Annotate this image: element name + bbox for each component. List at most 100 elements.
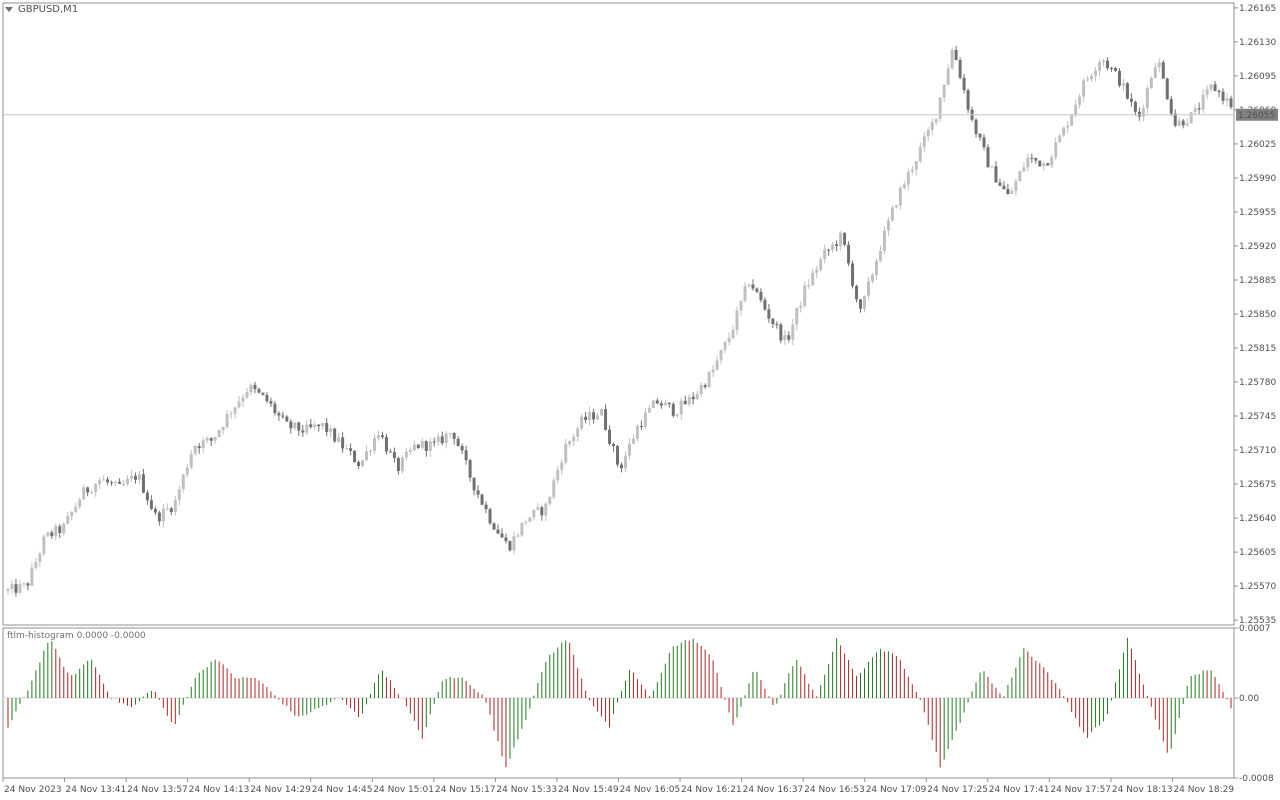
chart-menu-arrow-icon[interactable]	[5, 7, 13, 12]
candle-body	[1014, 181, 1018, 191]
candle-body	[958, 60, 962, 78]
candle-body	[1062, 127, 1066, 136]
time-axis-label: 24 Nov 16:05	[620, 785, 681, 795]
indicator-label: ftlm-histogram 0.0000 -0.0000	[7, 631, 146, 641]
hist-axis-label: 0.0007	[1239, 624, 1271, 634]
candle-body	[528, 517, 532, 522]
main-pane-frame	[2, 2, 1235, 626]
candle-body	[400, 457, 404, 471]
candle-body	[882, 230, 886, 251]
candle-body	[831, 244, 835, 250]
current-price-box	[1236, 108, 1278, 121]
candle-body	[898, 187, 902, 206]
candle-body	[926, 130, 930, 137]
candle-body	[890, 207, 894, 221]
candle-body	[126, 478, 130, 484]
candle-body	[1181, 120, 1185, 126]
candle-body	[329, 428, 333, 433]
candle-body	[488, 509, 492, 524]
candle-body	[1006, 188, 1010, 195]
candle-body	[799, 305, 803, 308]
candle-body	[504, 537, 508, 542]
candle-body	[361, 460, 365, 467]
candle-body	[835, 244, 839, 247]
candle-body	[982, 137, 986, 148]
indicator-values: 0.0000 -0.0000	[76, 631, 146, 641]
candle-body	[699, 385, 703, 395]
candle-body	[1018, 171, 1022, 182]
candle-body	[321, 422, 325, 427]
candle-body	[436, 436, 440, 442]
candle-body	[930, 122, 934, 131]
price-axis-label: 1.25955	[1239, 208, 1276, 218]
candle-body	[50, 532, 54, 537]
candle-body	[747, 284, 751, 287]
candle-body	[1229, 98, 1233, 108]
candle-body	[803, 285, 807, 306]
candle-body	[38, 553, 42, 562]
candle-body	[118, 481, 122, 484]
candle-body	[440, 436, 444, 444]
candle-body	[906, 171, 910, 185]
candle-body	[827, 249, 831, 251]
candle-body	[1026, 157, 1030, 168]
time-axis-label: 24 Nov 15:01	[373, 785, 434, 795]
time-axis-label: 24 Nov 17:25	[927, 785, 988, 795]
candle-body	[779, 324, 783, 341]
candle-body	[18, 584, 22, 593]
candle-body	[209, 438, 213, 441]
candle-body	[1153, 67, 1157, 78]
candle-body	[532, 509, 536, 518]
candle-body	[819, 259, 823, 270]
candle-body	[74, 506, 78, 512]
candle-body	[683, 400, 687, 405]
candle-body	[914, 161, 918, 170]
candle-body	[293, 422, 297, 429]
time-axis-label: 24 Nov 16:21	[681, 785, 742, 795]
candle-body	[325, 422, 329, 433]
candle-body	[357, 462, 361, 467]
hist-axis-label: -0.0008	[1239, 774, 1274, 784]
candle-body	[735, 310, 739, 330]
candle-body	[751, 284, 755, 289]
hist-axis-label: 0.00	[1239, 694, 1259, 704]
candle-body	[90, 492, 94, 494]
candle-body	[934, 118, 938, 123]
candle-body	[918, 146, 922, 162]
candle-body	[122, 483, 126, 485]
candle-body	[1169, 99, 1173, 114]
candle-body	[1106, 60, 1110, 69]
candle-body	[149, 500, 153, 509]
candle-body	[1046, 163, 1050, 166]
candle-body	[811, 272, 815, 285]
candle-body	[281, 415, 285, 417]
candle-body	[576, 428, 580, 437]
candle-body	[787, 335, 791, 340]
price-axis-label: 1.25710	[1239, 446, 1276, 456]
candle-body	[468, 460, 472, 478]
candle-body	[647, 408, 651, 413]
candle-body	[687, 396, 691, 405]
candle-body	[420, 441, 424, 448]
candle-body	[62, 523, 66, 534]
price-axis-label: 1.26025	[1239, 140, 1276, 150]
time-axis-label: 24 Nov 14:29	[250, 785, 311, 795]
candle-body	[1002, 185, 1006, 189]
candle-body	[771, 318, 775, 325]
candle-body	[305, 424, 309, 433]
candle-body	[137, 474, 141, 480]
candle-body	[1094, 70, 1098, 76]
candle-body	[301, 430, 305, 433]
candle-body	[512, 536, 516, 551]
candle-body	[592, 412, 596, 420]
candle-body	[313, 424, 317, 428]
price-axis-label: 1.25570	[1239, 582, 1276, 592]
candle-body	[78, 499, 82, 507]
indicator-pane-frame	[2, 627, 1235, 779]
candle-body	[1082, 80, 1086, 97]
candle-body	[671, 404, 675, 416]
candle-body	[974, 119, 978, 134]
candle-body	[46, 532, 50, 537]
candle-body	[902, 184, 906, 188]
